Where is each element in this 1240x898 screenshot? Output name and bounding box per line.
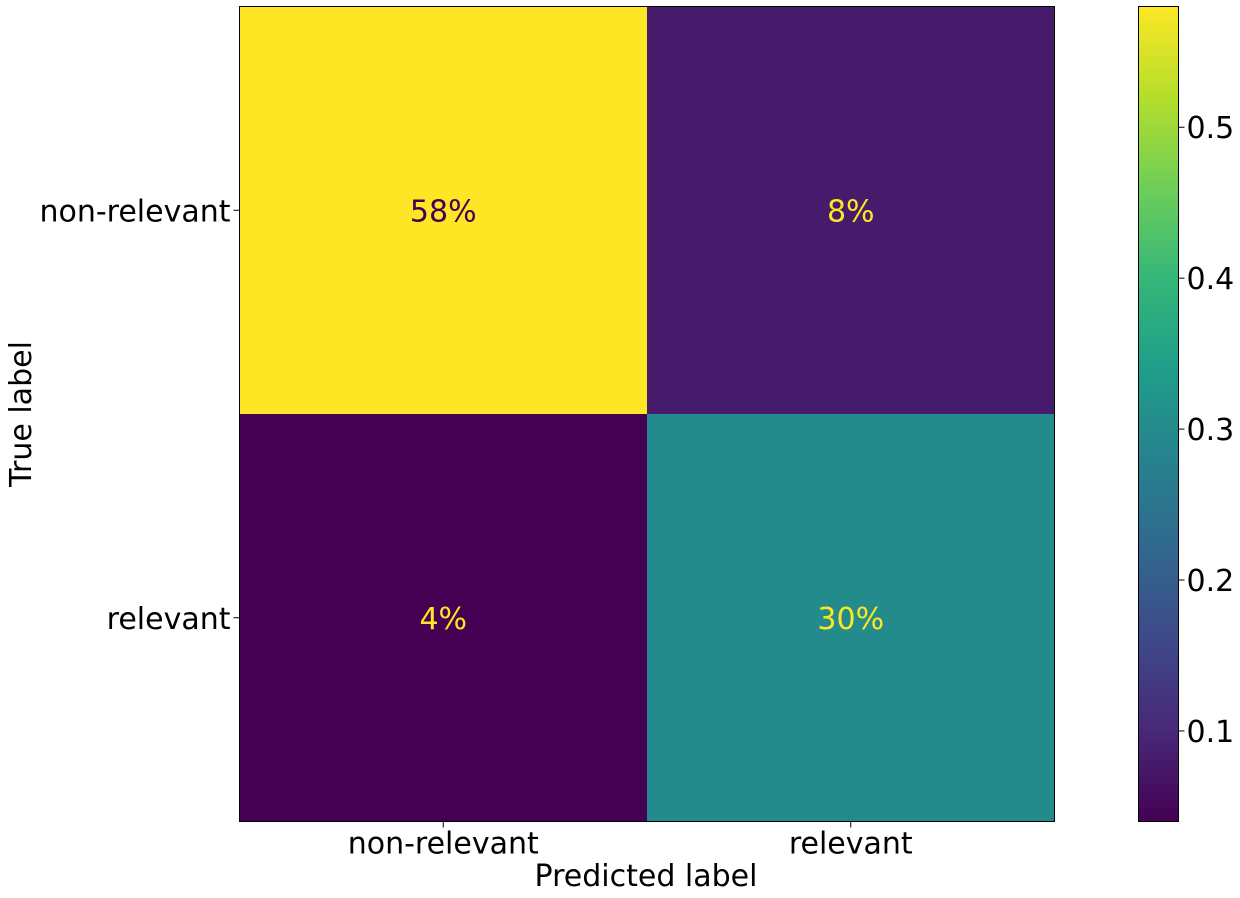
plot-frame (239, 6, 1055, 822)
heatmap-cell (647, 414, 1055, 822)
y-axis-ticks: non-relevant relevant (39, 194, 240, 637)
cell-value-label: 8% (827, 194, 875, 229)
cell-value-label: 4% (419, 602, 467, 637)
colorbar-tick-label: 0.4 (1187, 262, 1235, 297)
y-tick-label: non-relevant (39, 194, 230, 229)
x-axis-title: Predicted label (535, 859, 758, 894)
cell-value-label: 30% (817, 602, 884, 637)
heatmap-cell-labels: 58% 8% 4% 30% (410, 194, 884, 637)
colorbar-tick-label: 0.3 (1187, 413, 1235, 448)
colorbar-tick-label: 0.5 (1187, 111, 1235, 146)
x-tick-label: non-relevant (348, 827, 539, 862)
colorbar-tick-label: 0.2 (1187, 564, 1235, 599)
colorbar (1138, 6, 1179, 822)
x-tick-label: relevant (789, 827, 913, 862)
heatmap-cell (647, 6, 1055, 415)
y-axis-title: True label (4, 341, 39, 488)
colorbar-ticks: 0.1 0.2 0.3 0.4 0.5 (1178, 111, 1235, 750)
cell-value-label: 58% (410, 194, 477, 229)
heatmap-cell (239, 414, 648, 822)
heatmap-cell (239, 6, 648, 415)
colorbar-tick-label: 0.1 (1187, 715, 1235, 750)
y-tick-label: relevant (107, 602, 231, 637)
heatmap-cells (239, 6, 1055, 822)
x-axis-ticks: non-relevant relevant (348, 821, 913, 862)
